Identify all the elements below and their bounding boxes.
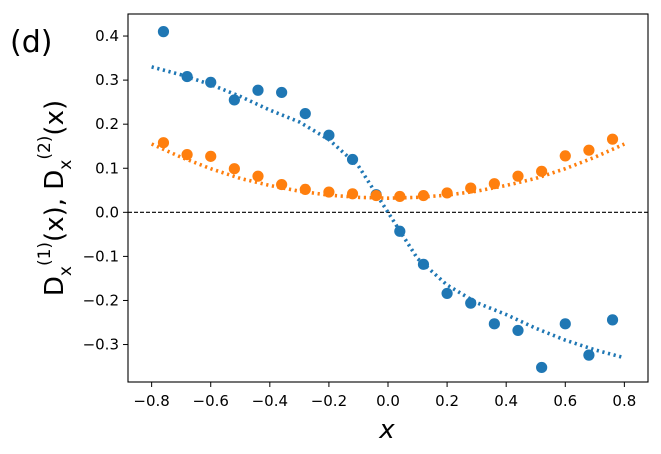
fit-curve-1 bbox=[151, 65, 625, 360]
data-point-s2-4 bbox=[228, 163, 240, 175]
y-tick-label: 0.4 bbox=[95, 27, 119, 45]
x-tick-label: 0.0 bbox=[376, 392, 400, 410]
data-point-s1-7 bbox=[299, 108, 311, 120]
data-point-s1-9 bbox=[346, 153, 359, 166]
data-point-s1-11 bbox=[394, 225, 406, 237]
y-tick-label: 0.3 bbox=[95, 71, 119, 89]
plot-area: −0.8 −0.6 −0.4 −0.2 0.0 0.2 0.4 0.6 0.8 −0.3 −0.2 −… bbox=[83, 13, 649, 410]
data-point-s2-7 bbox=[299, 183, 311, 196]
data-point-s2-6 bbox=[276, 178, 288, 191]
x-tick-label: 0.2 bbox=[435, 392, 459, 410]
panel-label: (d) bbox=[10, 25, 52, 60]
y-tick-label: 0.1 bbox=[95, 159, 119, 177]
data-point-s1-2 bbox=[181, 70, 193, 83]
x-tick-label: −0.6 bbox=[193, 392, 229, 410]
x-tick-label: −0.8 bbox=[133, 392, 169, 410]
y-tick-label: −0.3 bbox=[83, 336, 119, 354]
data-point-s2-1 bbox=[157, 137, 170, 149]
data-point-s2-10 bbox=[370, 189, 382, 202]
y-tick-label: −0.1 bbox=[83, 247, 119, 265]
data-point-s2-9 bbox=[346, 188, 359, 200]
y-tick-label: 0.2 bbox=[95, 115, 119, 133]
data-point-s2-8 bbox=[323, 186, 335, 198]
x-tick-label: 0.4 bbox=[494, 392, 518, 410]
data-point-s1-13 bbox=[441, 287, 453, 300]
data-point-s1-17 bbox=[536, 361, 548, 374]
x-tick-label: 0.8 bbox=[612, 392, 636, 410]
x-axis-label: x bbox=[378, 415, 395, 445]
data-point-s2-13 bbox=[441, 187, 453, 199]
data-point-s2-5 bbox=[252, 170, 264, 182]
data-point-s1-20 bbox=[606, 314, 619, 326]
data-point-s1-8 bbox=[323, 129, 335, 141]
svg-text:Dx(1)(x), Dx(2)(x): Dx(1)(x), Dx(2)(x) bbox=[35, 100, 76, 296]
x-tick-label: −0.4 bbox=[252, 392, 288, 410]
data-point-s2-3 bbox=[205, 150, 217, 162]
data-point-s1-6 bbox=[276, 86, 288, 99]
data-point-s2-20 bbox=[606, 133, 619, 145]
y-tick-label: 0.0 bbox=[95, 203, 119, 221]
data-point-s2-15 bbox=[488, 178, 500, 190]
data-point-s1-12 bbox=[417, 258, 430, 270]
data-point-s2-12 bbox=[417, 189, 430, 202]
data-point-s1-4 bbox=[228, 94, 240, 106]
data-point-s2-19 bbox=[583, 144, 595, 156]
data-point-s2-14 bbox=[465, 182, 477, 194]
data-point-s1-14 bbox=[465, 297, 477, 309]
x-tick-label: 0.6 bbox=[553, 392, 577, 410]
fit-curve-2 bbox=[150, 142, 626, 201]
data-point-s2-17 bbox=[536, 165, 548, 177]
x-tick-label: −0.2 bbox=[311, 392, 347, 410]
data-point-s2-11 bbox=[394, 190, 406, 203]
data-point-s1-18 bbox=[559, 318, 571, 330]
data-point-s1-16 bbox=[512, 324, 524, 337]
y-tick-label: −0.2 bbox=[83, 291, 119, 309]
data-point-s2-18 bbox=[559, 150, 571, 162]
data-point-s2-16 bbox=[512, 170, 524, 182]
data-point-s1-5 bbox=[252, 84, 264, 96]
data-point-s2-2 bbox=[181, 148, 193, 161]
data-point-s1-1 bbox=[157, 26, 170, 38]
data-point-s1-15 bbox=[488, 318, 500, 330]
data-point-s1-19 bbox=[583, 349, 595, 361]
y-axis-label: Dx(1)(x), Dx(2)(x) bbox=[35, 100, 76, 296]
data-point-s1-3 bbox=[205, 76, 217, 88]
